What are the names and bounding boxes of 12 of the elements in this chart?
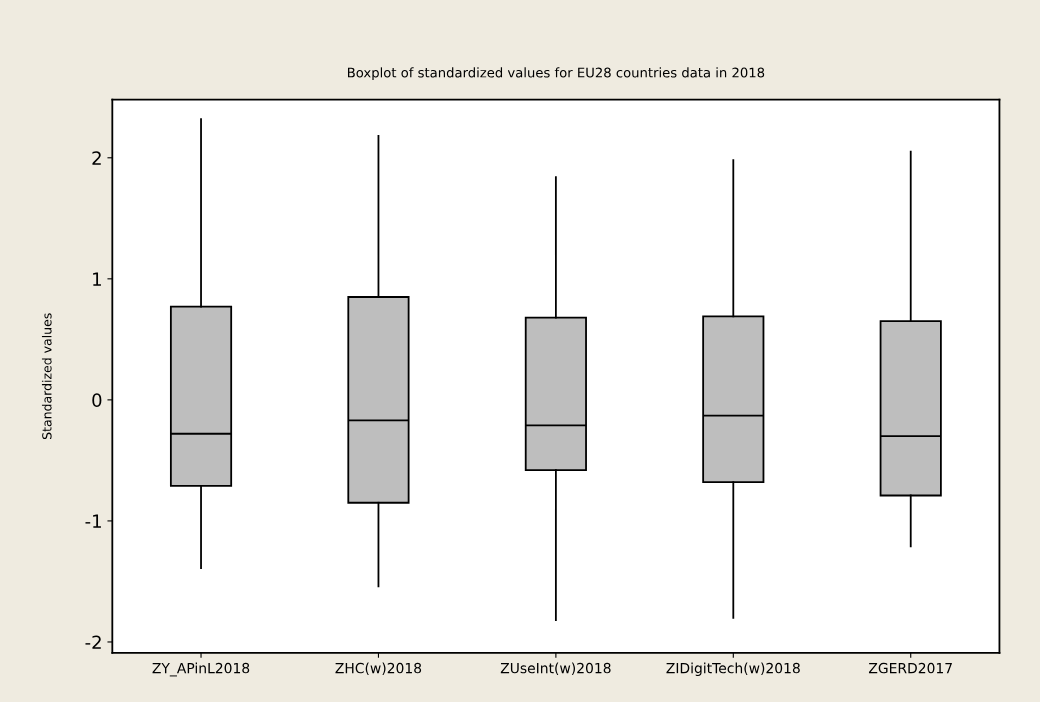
y-tick-label: 1 (93, 272, 101, 286)
y-axis-title: Standardized values (41, 313, 52, 440)
x-tick-label: ZHC(w)2018 (335, 662, 422, 675)
x-tick-label: ZIDigitTech(w)2018 (666, 662, 800, 677)
x-tick-label: ZUseInt(w)2018 (500, 662, 611, 675)
y-tick-label: -2 (85, 635, 101, 649)
y-tick-label: 2 (92, 151, 101, 165)
y-tick-label: -1 (85, 514, 101, 528)
x-tick-label: ZY_APinL2018 (152, 662, 250, 677)
chart-title: Boxplot of standardized values for EU28 countries data in 2018 (348, 67, 765, 81)
y-tick-label: 0 (92, 393, 102, 407)
x-tick-label: ZGERD2017 (868, 662, 952, 674)
